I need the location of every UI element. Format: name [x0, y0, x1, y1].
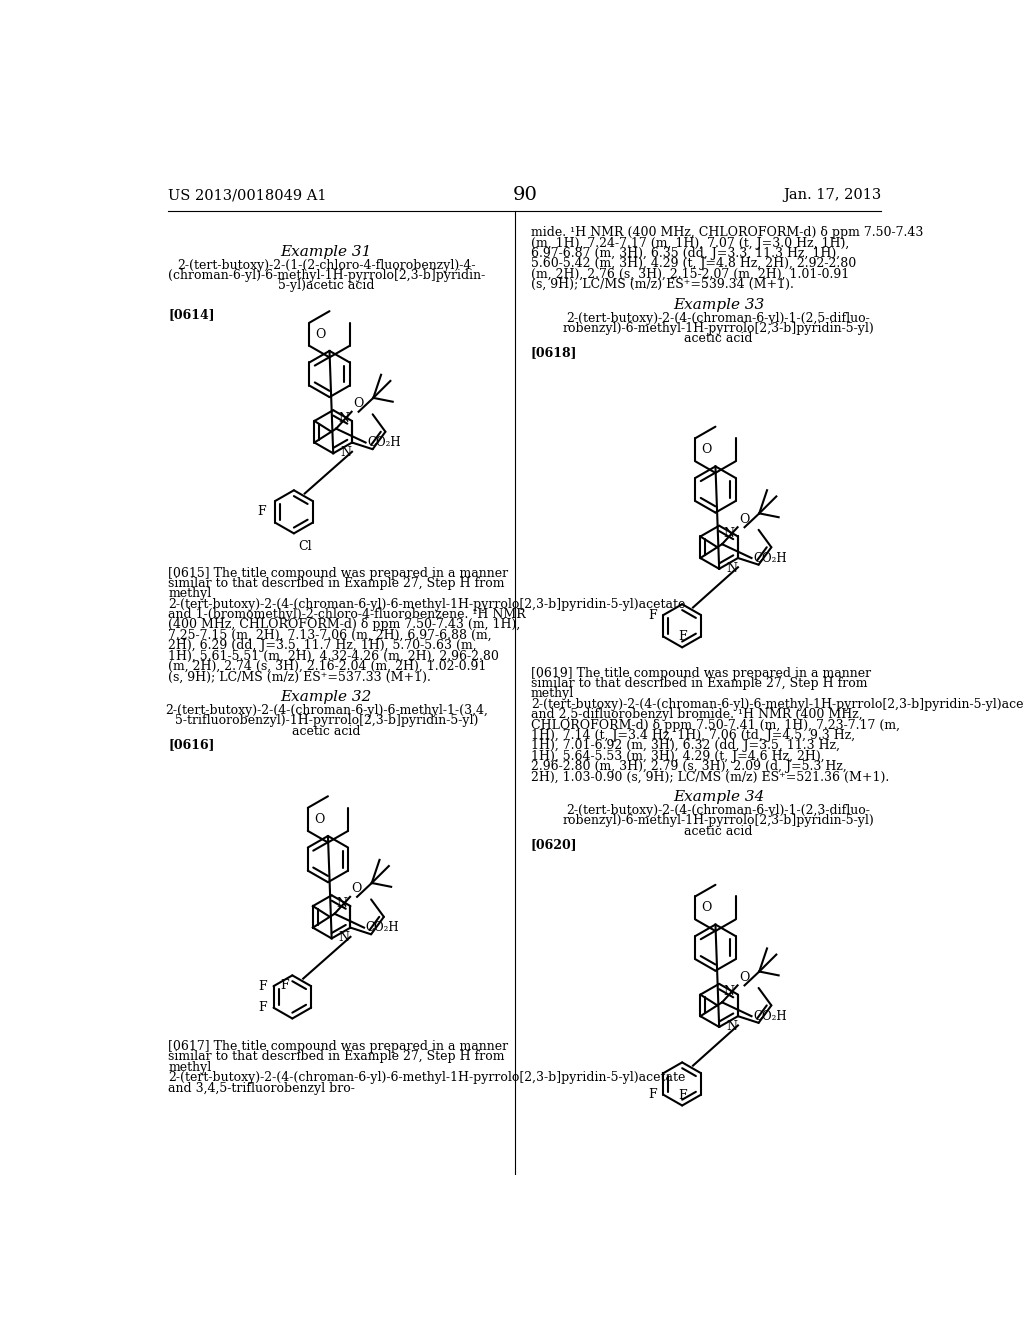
Text: 5-trifluorobenzyl)-1H-pyrrolo[2,3-b]pyridin-5-yl): 5-trifluorobenzyl)-1H-pyrrolo[2,3-b]pyri… [175, 714, 478, 727]
Text: F: F [648, 1088, 657, 1101]
Text: 2-(tert-butoxy)-2-(4-(chroman-6-yl)-6-methyl-1H-pyrrolo[2,3-b]pyridin-5-yl)aceta: 2-(tert-butoxy)-2-(4-(chroman-6-yl)-6-me… [531, 698, 1024, 710]
Text: 1H), 7.01-6.92 (m, 3H), 6.32 (dd, J=3.5, 11.3 Hz,: 1H), 7.01-6.92 (m, 3H), 6.32 (dd, J=3.5,… [531, 739, 840, 752]
Text: 5-yl)acetic acid: 5-yl)acetic acid [279, 280, 375, 292]
Text: Example 32: Example 32 [281, 690, 372, 704]
Text: robenzyl)-6-methyl-1H-pyrrolo[2,3-b]pyridin-5-yl): robenzyl)-6-methyl-1H-pyrrolo[2,3-b]pyri… [562, 814, 874, 828]
Text: and 1-(bromomethyl)-2-chloro-4-fluorobenzene. ¹H NMR: and 1-(bromomethyl)-2-chloro-4-fluoroben… [168, 609, 526, 622]
Text: Example 33: Example 33 [673, 298, 764, 312]
Text: methyl: methyl [168, 1061, 212, 1074]
Text: mide. ¹H NMR (400 MHz, CHLOROFORM-d) δ ppm 7.50-7.43: mide. ¹H NMR (400 MHz, CHLOROFORM-d) δ p… [531, 226, 924, 239]
Text: N: N [724, 527, 735, 540]
Text: [0614]: [0614] [168, 309, 215, 322]
Text: Jan. 17, 2013: Jan. 17, 2013 [783, 189, 882, 202]
Text: O: O [314, 813, 325, 826]
Text: 2-(tert-butoxy)-2-(4-(chroman-6-yl)-6-methyl-1H-pyrrolo[2,3-b]pyridin-5-yl)aceta: 2-(tert-butoxy)-2-(4-(chroman-6-yl)-6-me… [168, 1072, 686, 1084]
Text: N: N [339, 932, 350, 945]
Text: 2.96-2.80 (m, 3H), 2.79 (s, 3H), 2.09 (d, J=5.3 Hz,: 2.96-2.80 (m, 3H), 2.79 (s, 3H), 2.09 (d… [531, 760, 847, 774]
Text: F: F [259, 1001, 267, 1014]
Text: O: O [315, 327, 326, 341]
Text: methyl: methyl [168, 587, 212, 601]
Text: 2-(tert-butoxy)-2-(4-(chroman-6-yl)-1-(2,5-difluo-: 2-(tert-butoxy)-2-(4-(chroman-6-yl)-1-(2… [566, 312, 870, 325]
Text: robenzyl)-6-methyl-1H-pyrrolo[2,3-b]pyridin-5-yl): robenzyl)-6-methyl-1H-pyrrolo[2,3-b]pyri… [562, 322, 874, 335]
Text: (chroman-6-yl)-6-methyl-1H-pyrrolo[2,3-b]pyridin-: (chroman-6-yl)-6-methyl-1H-pyrrolo[2,3-b… [168, 269, 485, 282]
Text: CHLOROFORM-d) δ ppm 7.50-7.41 (m, 1H), 7.23-7.17 (m,: CHLOROFORM-d) δ ppm 7.50-7.41 (m, 1H), 7… [531, 718, 900, 731]
Text: 2H), 1.03-0.90 (s, 9H); LC/MS (m/z) ES⁺=521.36 (M+1).: 2H), 1.03-0.90 (s, 9H); LC/MS (m/z) ES⁺=… [531, 771, 889, 784]
Text: [0616]: [0616] [168, 738, 215, 751]
Text: Cl: Cl [298, 540, 311, 553]
Text: O: O [351, 882, 362, 895]
Text: and 3,4,5-trifluorobenzyl bro-: and 3,4,5-trifluorobenzyl bro- [168, 1081, 355, 1094]
Text: [0619] The title compound was prepared in a manner: [0619] The title compound was prepared i… [531, 667, 871, 680]
Text: 1H), 5.64-5.53 (m, 3H), 4.29 (t, J=4.6 Hz, 2H),: 1H), 5.64-5.53 (m, 3H), 4.29 (t, J=4.6 H… [531, 750, 824, 763]
Text: O: O [353, 397, 364, 411]
Text: CO₂H: CO₂H [753, 552, 786, 565]
Text: O: O [739, 970, 750, 983]
Text: O: O [739, 512, 750, 525]
Text: (s, 9H); LC/MS (m/z) ES⁺=539.34 (M+1).: (s, 9H); LC/MS (m/z) ES⁺=539.34 (M+1). [531, 279, 794, 292]
Text: and 2,5-difluorobenzyl bromide. ¹H NMR (400 MHz,: and 2,5-difluorobenzyl bromide. ¹H NMR (… [531, 708, 862, 721]
Text: N: N [338, 412, 349, 425]
Text: 7.25-7.15 (m, 2H), 7.13-7.06 (m, 2H), 6.97-6.88 (m,: 7.25-7.15 (m, 2H), 7.13-7.06 (m, 2H), 6.… [168, 628, 492, 642]
Text: 5.60-5.42 (m, 3H), 4.29 (t, J=4.8 Hz, 2H), 2.92-2.80: 5.60-5.42 (m, 3H), 4.29 (t, J=4.8 Hz, 2H… [531, 257, 856, 271]
Text: F: F [678, 1089, 686, 1102]
Text: 2-(tert-butoxy)-2-(4-(chroman-6-yl)-1-(2,3-difluo-: 2-(tert-butoxy)-2-(4-(chroman-6-yl)-1-(2… [566, 804, 870, 817]
Text: acetic acid: acetic acid [684, 825, 753, 838]
Text: US 2013/0018049 A1: US 2013/0018049 A1 [168, 189, 327, 202]
Text: F: F [678, 631, 686, 644]
Text: N: N [340, 446, 351, 459]
Text: N: N [336, 896, 347, 909]
Text: similar to that described in Example 27, Step H from: similar to that described in Example 27,… [168, 577, 505, 590]
Text: F: F [259, 979, 267, 993]
Text: acetic acid: acetic acid [292, 725, 360, 738]
Text: similar to that described in Example 27, Step H from: similar to that described in Example 27,… [168, 1051, 505, 1064]
Text: O: O [701, 902, 712, 915]
Text: N: N [724, 985, 735, 998]
Text: F: F [648, 609, 657, 622]
Text: N: N [726, 1020, 737, 1034]
Text: [0620]: [0620] [531, 838, 578, 851]
Text: 1H), 7.14 (t, J=3.4 Hz, 1H), 7.06 (td, J=4.5, 9.3 Hz,: 1H), 7.14 (t, J=3.4 Hz, 1H), 7.06 (td, J… [531, 729, 855, 742]
Text: [0618]: [0618] [531, 346, 578, 359]
Text: Example 34: Example 34 [673, 791, 764, 804]
Text: (m, 2H), 2.76 (s, 3H), 2.15-2.07 (m, 2H), 1.01-0.91: (m, 2H), 2.76 (s, 3H), 2.15-2.07 (m, 2H)… [531, 268, 849, 281]
Text: 90: 90 [512, 186, 538, 205]
Text: 2-(tert-butoxy)-2-(4-(chroman-6-yl)-6-methyl-1H-pyrrolo[2,3-b]pyridin-5-yl)aceta: 2-(tert-butoxy)-2-(4-(chroman-6-yl)-6-me… [168, 598, 686, 611]
Text: N: N [726, 562, 737, 576]
Text: acetic acid: acetic acid [684, 333, 753, 346]
Text: methyl: methyl [531, 688, 574, 701]
Text: (m, 1H), 7.24-7.17 (m, 1H), 7.07 (t, J=3.0 Hz, 1H),: (m, 1H), 7.24-7.17 (m, 1H), 7.07 (t, J=3… [531, 236, 849, 249]
Text: CO₂H: CO₂H [753, 1010, 786, 1023]
Text: Example 31: Example 31 [281, 244, 372, 259]
Text: O: O [701, 444, 712, 457]
Text: 1H), 5.61-5.51 (m, 2H), 4.32-4.26 (m, 2H), 2.96-2.80: 1H), 5.61-5.51 (m, 2H), 4.32-4.26 (m, 2H… [168, 649, 499, 663]
Text: [0615] The title compound was prepared in a manner: [0615] The title compound was prepared i… [168, 566, 509, 579]
Text: (400 MHz, CHLOROFORM-d) δ ppm 7.50-7.43 (m, 1H),: (400 MHz, CHLOROFORM-d) δ ppm 7.50-7.43 … [168, 619, 520, 631]
Text: 2-(tert-butoxy)-2-(1-(2-chloro-4-fluorobenzyl)-4-: 2-(tert-butoxy)-2-(1-(2-chloro-4-fluorob… [177, 259, 476, 272]
Text: F: F [257, 506, 266, 519]
Text: 2-(tert-butoxy)-2-(4-(chroman-6-yl)-6-methyl-1-(3,4,: 2-(tert-butoxy)-2-(4-(chroman-6-yl)-6-me… [165, 704, 487, 717]
Text: (m, 2H), 2.74 (s, 3H), 2.16-2.04 (m, 2H), 1.02-0.91: (m, 2H), 2.74 (s, 3H), 2.16-2.04 (m, 2H)… [168, 660, 486, 673]
Text: CO₂H: CO₂H [366, 921, 399, 935]
Text: CO₂H: CO₂H [368, 436, 400, 449]
Text: (s, 9H); LC/MS (m/z) ES⁺=537.33 (M+1).: (s, 9H); LC/MS (m/z) ES⁺=537.33 (M+1). [168, 671, 431, 684]
Text: 6.97-6.87 (m, 3H), 6.35 (dd, J=3.3, 11.3 Hz, 1H),: 6.97-6.87 (m, 3H), 6.35 (dd, J=3.3, 11.3… [531, 247, 840, 260]
Text: F: F [280, 979, 289, 993]
Text: 2H), 6.29 (dd, J=3.5, 11.7 Hz, 1H), 5.70-5.63 (m,: 2H), 6.29 (dd, J=3.5, 11.7 Hz, 1H), 5.70… [168, 639, 477, 652]
Text: similar to that described in Example 27, Step H from: similar to that described in Example 27,… [531, 677, 867, 690]
Text: [0617] The title compound was prepared in a manner: [0617] The title compound was prepared i… [168, 1040, 509, 1053]
